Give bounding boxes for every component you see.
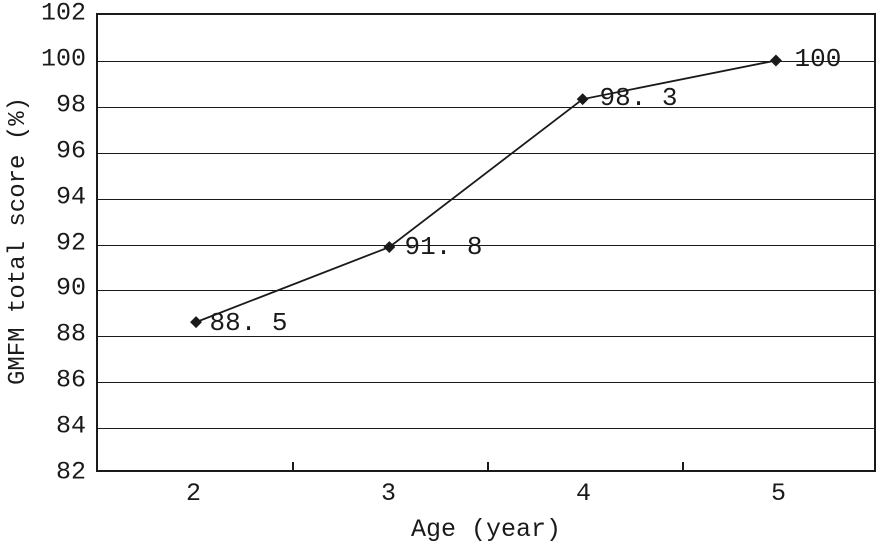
x-axis-tick xyxy=(682,462,684,470)
gridline xyxy=(98,152,874,154)
data-point-marker xyxy=(576,93,589,106)
gridline xyxy=(98,244,874,246)
x-axis-tick xyxy=(292,462,294,470)
y-tick-label: 102 xyxy=(40,0,86,28)
data-point-label: 100 xyxy=(794,43,842,74)
y-tick-label: 100 xyxy=(40,44,86,74)
series-line-layer xyxy=(190,54,782,329)
gridline xyxy=(98,106,874,108)
data-point-label: 91. 8 xyxy=(404,232,483,263)
y-tick-label: 88 xyxy=(55,319,86,349)
x-axis-tick xyxy=(487,462,489,470)
gridline xyxy=(98,428,874,430)
series-line xyxy=(195,59,777,323)
y-tick-label: 98 xyxy=(55,90,86,120)
y-tick-label: 94 xyxy=(55,182,86,212)
data-point-label: 98. 3 xyxy=(599,82,678,113)
x-tick-label: 2 xyxy=(185,479,202,508)
x-tick-label: 5 xyxy=(770,479,787,508)
gridline xyxy=(98,336,874,338)
gridline xyxy=(98,290,874,292)
plot-area xyxy=(96,13,876,472)
y-tick-label: 92 xyxy=(55,228,86,257)
y-tick-label: 84 xyxy=(55,411,86,441)
data-point-marker xyxy=(190,316,202,329)
y-tick-label: 82 xyxy=(55,457,86,487)
y-tick-label: 86 xyxy=(55,365,86,395)
x-tick-label: 4 xyxy=(575,479,592,508)
gridline xyxy=(98,382,874,384)
gridline xyxy=(98,60,874,62)
y-tick-label: 96 xyxy=(55,136,86,166)
gridline xyxy=(98,198,874,200)
x-tick-label: 3 xyxy=(380,479,397,508)
data-point-label: 88. 5 xyxy=(209,307,288,338)
y-tick-label: 90 xyxy=(55,273,86,303)
x-axis-title: Age (year) xyxy=(410,515,562,544)
data-point-marker xyxy=(770,54,782,67)
